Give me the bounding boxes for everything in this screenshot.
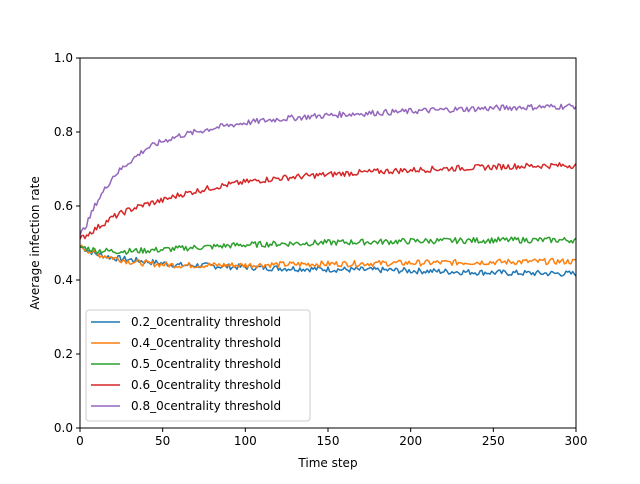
y-tick-label: 0.0 <box>54 421 73 435</box>
series-line-3 <box>79 236 577 255</box>
legend-box <box>85 309 311 422</box>
x-tick-label: 0 <box>76 434 84 448</box>
legend: 0.2_0centrality threshold 0.4_0centrality… <box>85 309 311 422</box>
x-tick-label: 250 <box>482 434 505 448</box>
series-line-5 <box>79 103 577 236</box>
x-axis-label: Time step <box>297 456 357 470</box>
legend-entries: 0.2_0centrality threshold 0.4_0centrality… <box>91 315 281 413</box>
series-line-2 <box>79 244 577 269</box>
x-tick-label: 150 <box>317 434 340 448</box>
y-axis-label: Average infection rate <box>28 176 42 309</box>
series-line-1 <box>79 246 577 277</box>
legend-label: 0.4_0centrality threshold <box>131 336 281 350</box>
y-axis-ticks: 0.0 0.2 0.4 0.6 0.8 1.0 <box>54 51 80 435</box>
x-tick-label: 200 <box>399 434 422 448</box>
y-tick-label: 0.8 <box>54 125 73 139</box>
series-line-4 <box>79 162 577 240</box>
y-tick-label: 0.2 <box>54 347 73 361</box>
series-layer <box>79 103 577 277</box>
legend-label: 0.5_0centrality threshold <box>131 357 281 371</box>
x-tick-label: 300 <box>565 434 588 448</box>
x-tick-label: 100 <box>234 434 257 448</box>
y-tick-label: 0.4 <box>54 273 73 287</box>
y-tick-label: 0.6 <box>54 199 73 213</box>
legend-label: 0.2_0centrality threshold <box>131 315 281 329</box>
y-tick-label: 1.0 <box>54 51 73 65</box>
x-tick-label: 50 <box>155 434 170 448</box>
legend-label: 0.8_0centrality threshold <box>131 399 281 413</box>
legend-label: 0.6_0centrality threshold <box>131 378 281 392</box>
x-axis-ticks: 0 50 100 150 200 250 300 <box>76 428 587 448</box>
